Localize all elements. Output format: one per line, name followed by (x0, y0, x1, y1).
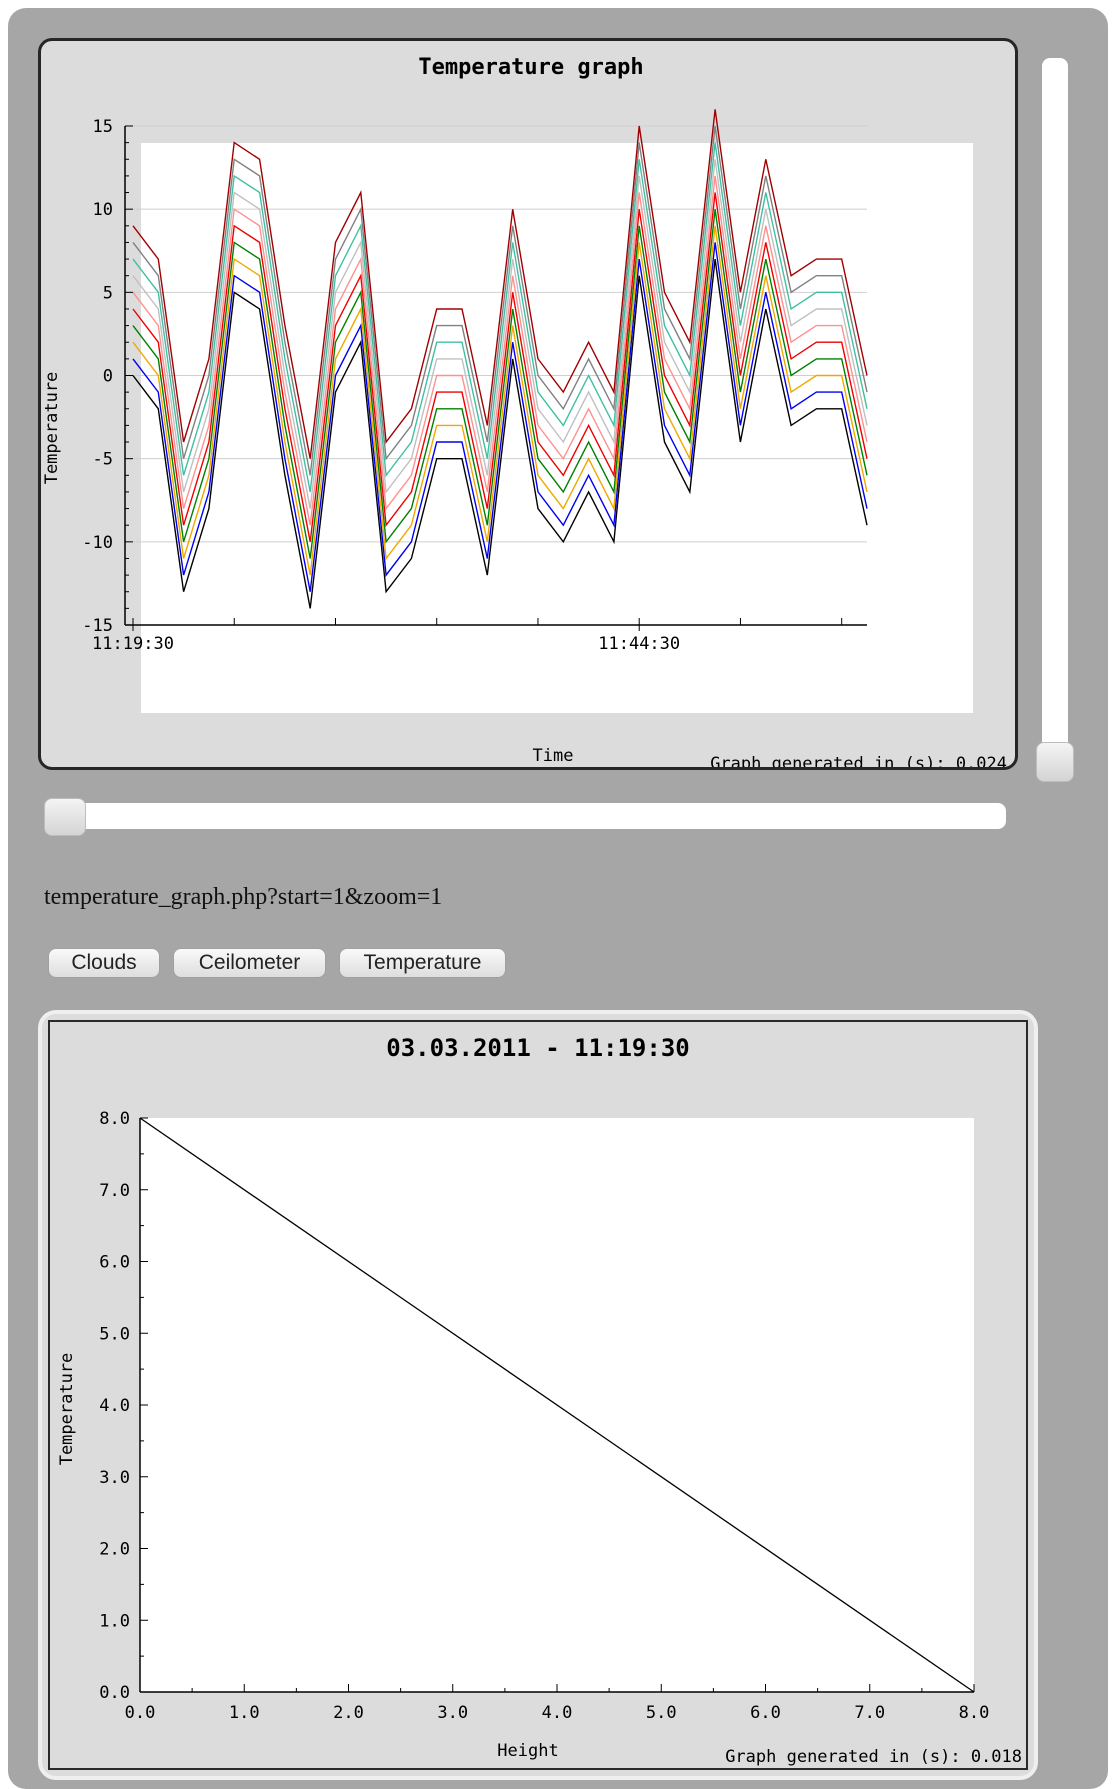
chart-title: Temperature graph (418, 55, 643, 80)
temperature-series-line (132, 125, 868, 476)
temperature-button[interactable]: Temperature (339, 948, 506, 978)
profile-y-tick-label: 8.0 (99, 1109, 130, 1129)
ceilometer-button[interactable]: Ceilometer (173, 948, 326, 978)
profile-x-tick-label: 2.0 (333, 1703, 364, 1723)
temperature-series-line (132, 225, 868, 576)
profile-y-tick-label: 5.0 (99, 1324, 130, 1344)
vertical-zoom-slider-handle[interactable] (1036, 742, 1074, 782)
profile-chart-title: 03.03.2011 - 11:19:30 (386, 1034, 689, 1062)
profile-y-tick-label: 7.0 (99, 1181, 130, 1201)
y-tick-label: -15 (82, 616, 113, 636)
profile-y-tick-label: 2.0 (99, 1540, 130, 1560)
horizontal-time-slider-handle[interactable] (44, 798, 86, 836)
profile-x-tick-label: 3.0 (437, 1703, 468, 1723)
horizontal-time-slider-track[interactable] (48, 803, 1006, 829)
x-tick-label: 11:19:30 (92, 634, 174, 654)
profile-x-tick-label: 7.0 (854, 1703, 885, 1723)
profile-x-tick-label: 8.0 (959, 1703, 990, 1723)
profile-y-tick-label: 6.0 (99, 1253, 130, 1273)
temperature-series-line (132, 242, 868, 592)
temperature-series-line (132, 109, 868, 459)
y-axis-label: Temperature (42, 372, 62, 485)
x-axis-label: Time (533, 746, 574, 766)
profile-x-tick-label: 5.0 (646, 1703, 677, 1723)
profile-y-tick-label: 1.0 (99, 1611, 130, 1631)
profile-x-tick-label: 0.0 (125, 1703, 156, 1723)
y-tick-label: -5 (93, 450, 113, 470)
profile-graph-frame: 03.03.2011 - 11:19:30 8.0 7.0 6.0 5.0 4.0 3.0… (38, 1010, 1038, 1780)
profile-series-line (139, 1117, 975, 1693)
temperature-profile-graph: 03.03.2011 - 11:19:30 8.0 7.0 6.0 5.0 4.0 3.0… (57, 1034, 1022, 1767)
temperature-series-line (132, 142, 868, 493)
clouds-button[interactable]: Clouds (48, 948, 160, 978)
x-tick-label: 11:44:30 (598, 634, 680, 654)
temperature-series-line (132, 159, 868, 509)
profile-y-axis-label: Temperature (57, 1353, 77, 1466)
profile-graph-panel: 03.03.2011 - 11:19:30 8.0 7.0 6.0 5.0 4.0 3.0… (48, 1020, 1028, 1770)
vertical-zoom-slider-track[interactable] (1042, 58, 1068, 772)
generation-time-footer: Graph generated in (s): 0.024 (710, 754, 1007, 767)
y-tick-label: 5 (103, 283, 113, 303)
profile-x-axis-label: Height (497, 1741, 558, 1761)
y-tick-label: -10 (82, 533, 113, 553)
profile-x-tick-label: 1.0 (229, 1703, 260, 1723)
temperature-graph: Temperature graph 15 10 5 0 -5 -10 -1511:19:30… (42, 55, 1007, 774)
y-tick-label: 15 (93, 117, 113, 137)
temperature-series-line (132, 259, 868, 609)
temperature-series-line (132, 209, 868, 559)
profile-y-tick-label: 0.0 (99, 1683, 130, 1703)
profile-generation-time-footer: Graph generated in (s): 0.018 (725, 1747, 1022, 1767)
temperature-series-line (132, 175, 868, 526)
profile-y-tick-label: 3.0 (99, 1468, 130, 1488)
y-tick-label: 0 (103, 367, 113, 387)
y-tick-label: 10 (93, 200, 113, 220)
profile-x-tick-label: 6.0 (750, 1703, 781, 1723)
temperature-graph-panel: Temperature graph 15 10 5 0 -5 -10 -15 11:19:30… (38, 38, 1018, 774)
temperature-series-line (132, 192, 868, 542)
profile-x-tick-label: 4.0 (542, 1703, 573, 1723)
plot-area (141, 143, 973, 713)
graph-url-text: temperature_graph.php?start=1&zoom=1 (44, 884, 443, 910)
profile-y-tick-label: 4.0 (99, 1396, 130, 1416)
